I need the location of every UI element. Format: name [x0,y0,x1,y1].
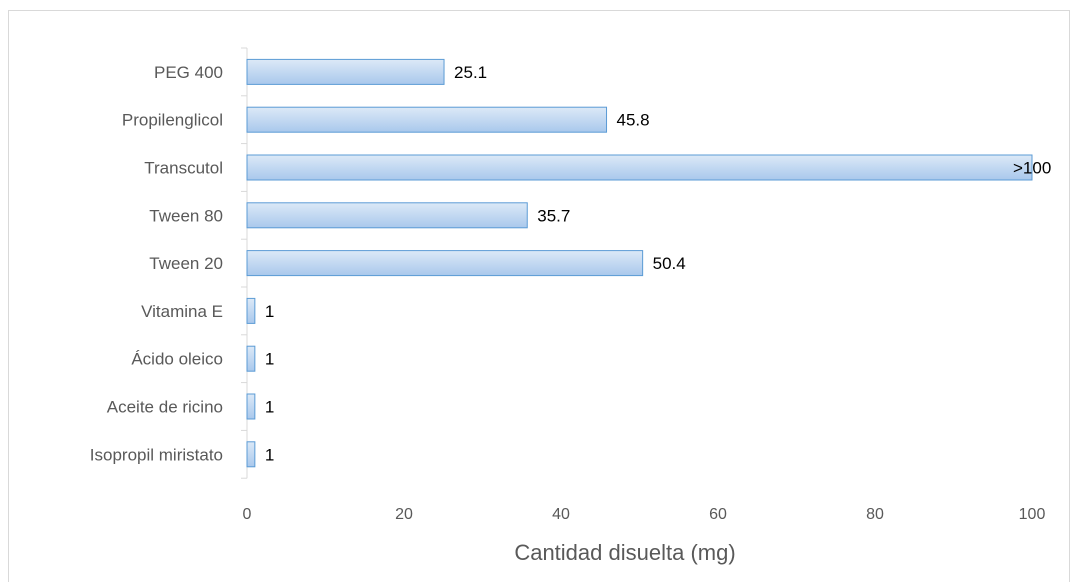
bar-8 [246,441,256,468]
category-label: Ácido oleico [131,350,223,369]
data-label: >100 [1013,159,1051,178]
category-label: Isopropil miristato [90,445,223,464]
category-label: Transcutol [144,159,223,178]
bar-3 [246,202,528,229]
bar-2 [246,154,1033,181]
data-label: 45.8 [617,111,650,130]
data-label: 50.4 [653,254,686,273]
data-label: 25.1 [454,63,487,82]
bar-5 [246,297,256,324]
x-tick-label: 40 [552,506,570,523]
bar-0 [246,58,445,85]
category-label: Tween 20 [149,254,223,273]
category-label: Vitamina E [141,302,223,321]
category-label: PEG 400 [154,63,223,82]
x-tick-label: 20 [395,506,413,523]
data-label: 35.7 [537,206,570,225]
chart-frame [8,10,1070,582]
bar-1 [246,106,608,133]
category-label: Tween 80 [149,206,223,225]
bar-7 [246,393,256,420]
bar-4 [246,250,644,277]
category-label: Propilenglicol [122,111,223,130]
x-tick-label: 0 [243,506,252,523]
x-tick-label: 100 [1019,506,1046,523]
data-label: 1 [265,302,274,321]
data-label: 1 [265,350,274,369]
x-tick-label: 80 [866,506,884,523]
data-label: 1 [265,445,274,464]
x-axis-title: Cantidad disuelta (mg) [514,540,735,565]
data-label: 1 [265,398,274,417]
bar-6 [246,345,256,372]
x-tick-label: 60 [709,506,727,523]
category-label: Aceite de ricino [107,398,223,417]
